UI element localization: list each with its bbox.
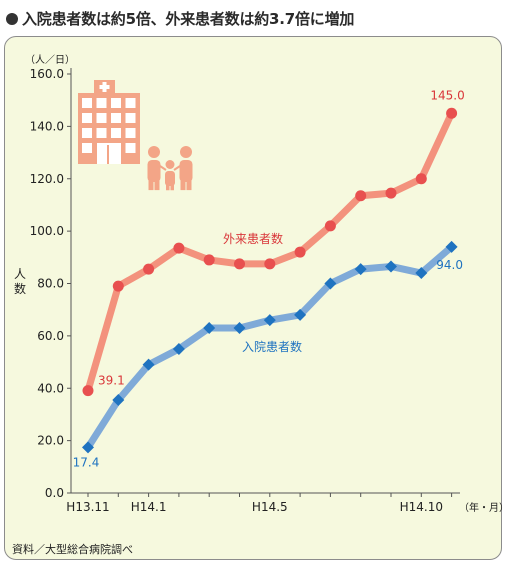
hospital-window xyxy=(82,98,92,108)
y-tick-label: 60.0 xyxy=(37,329,64,343)
inpatient-point xyxy=(294,308,307,321)
hospital-window xyxy=(96,98,107,108)
x-tick-label: H14.1 xyxy=(131,500,167,514)
hospital-window xyxy=(125,113,136,123)
hospital-window xyxy=(125,143,136,153)
inpatient-point xyxy=(203,322,216,335)
x-unit-label: （年・月） xyxy=(459,501,506,514)
y-tick-label: 100.0 xyxy=(30,224,64,238)
inpatient-point xyxy=(354,263,367,276)
hospital-window xyxy=(111,98,121,108)
outpatient-point xyxy=(264,258,276,270)
family-child-head xyxy=(165,160,175,169)
y-axis-label: 人数 xyxy=(14,267,26,296)
family-parent-left-leg-left xyxy=(148,178,154,191)
family-hand-right xyxy=(173,165,181,171)
data-label: 94.0 xyxy=(436,258,463,272)
family-parent-right-head xyxy=(180,146,192,158)
family-parent-left-head xyxy=(148,146,160,158)
data-label: 39.1 xyxy=(98,374,125,388)
family-parent-right-leg-left xyxy=(180,178,186,191)
hospital-building-icon xyxy=(78,80,140,164)
inpatient-point xyxy=(385,260,397,273)
hospital-window xyxy=(96,128,107,138)
family-hand-left xyxy=(159,165,167,171)
title-bullet-icon xyxy=(6,13,18,25)
y-tick-label: 40.0 xyxy=(37,381,64,395)
outpatient-point xyxy=(173,242,185,254)
hospital-cross-h xyxy=(99,85,110,89)
hospital-door-split xyxy=(107,145,109,164)
data-label: 17.4 xyxy=(73,455,100,469)
y-tick-label: 140.0 xyxy=(30,119,64,133)
family-child-leg-left xyxy=(166,182,170,191)
outpatient-point xyxy=(385,187,397,199)
hospital-window xyxy=(125,128,136,138)
y-tick-label: 160.0 xyxy=(30,67,64,81)
inpatient-point xyxy=(415,267,428,280)
hospital-window xyxy=(96,113,107,123)
y-tick-label: 120.0 xyxy=(30,172,64,186)
data-label: 145.0 xyxy=(430,88,464,102)
inpatient-point xyxy=(233,322,246,335)
outpatient-point xyxy=(112,280,124,292)
family-parent-left-leg-right xyxy=(154,178,160,191)
chart-title: 入院患者数は約5倍、外来患者数は約3.7倍に増加 xyxy=(6,8,354,29)
outpatient-point xyxy=(143,263,155,275)
inpatient-point xyxy=(112,394,125,407)
family-child-leg-right xyxy=(170,182,174,191)
y-tick-label: 20.0 xyxy=(37,434,64,448)
outpatient-point xyxy=(82,385,94,397)
family-icon xyxy=(147,146,193,191)
outpatient-point xyxy=(324,220,336,232)
hospital-window xyxy=(82,113,92,123)
hospital-window xyxy=(82,128,92,138)
series-label-0: 外来患者数 xyxy=(223,231,283,246)
outpatient-point xyxy=(234,258,245,270)
hospital-window xyxy=(82,143,92,153)
inpatient-point xyxy=(82,441,94,454)
x-tick-label: H14.10 xyxy=(400,500,443,514)
hospital-window xyxy=(111,113,121,123)
outpatient-point xyxy=(203,254,215,266)
hospital-window xyxy=(125,98,136,108)
x-tick-label: H13.11 xyxy=(66,500,109,514)
outpatient-point xyxy=(415,173,427,185)
inpatient-point xyxy=(324,277,337,290)
series-label-1: 入院患者数 xyxy=(242,339,302,354)
outpatient-point xyxy=(355,190,367,202)
source-note: 資料／大型総合病院調べ xyxy=(12,543,133,556)
outpatient-point xyxy=(446,107,458,119)
family-parent-right-body xyxy=(179,160,193,182)
y-tick-label: 0.0 xyxy=(45,486,64,500)
inpatient-point xyxy=(142,358,155,371)
y-tick-label: 80.0 xyxy=(37,277,64,291)
inpatient-point xyxy=(263,314,276,327)
hospital-window xyxy=(111,128,121,138)
outpatient-point xyxy=(294,246,306,258)
y-unit-label: （人／日） xyxy=(25,54,75,66)
family-parent-right-leg-right xyxy=(186,178,192,191)
inpatient-point xyxy=(172,342,185,355)
chart-title-text: 入院患者数は約5倍、外来患者数は約3.7倍に増加 xyxy=(22,10,355,28)
x-tick-label: H14.5 xyxy=(252,500,288,514)
inpatient-point xyxy=(445,240,458,253)
family-parent-left-body xyxy=(147,160,161,182)
